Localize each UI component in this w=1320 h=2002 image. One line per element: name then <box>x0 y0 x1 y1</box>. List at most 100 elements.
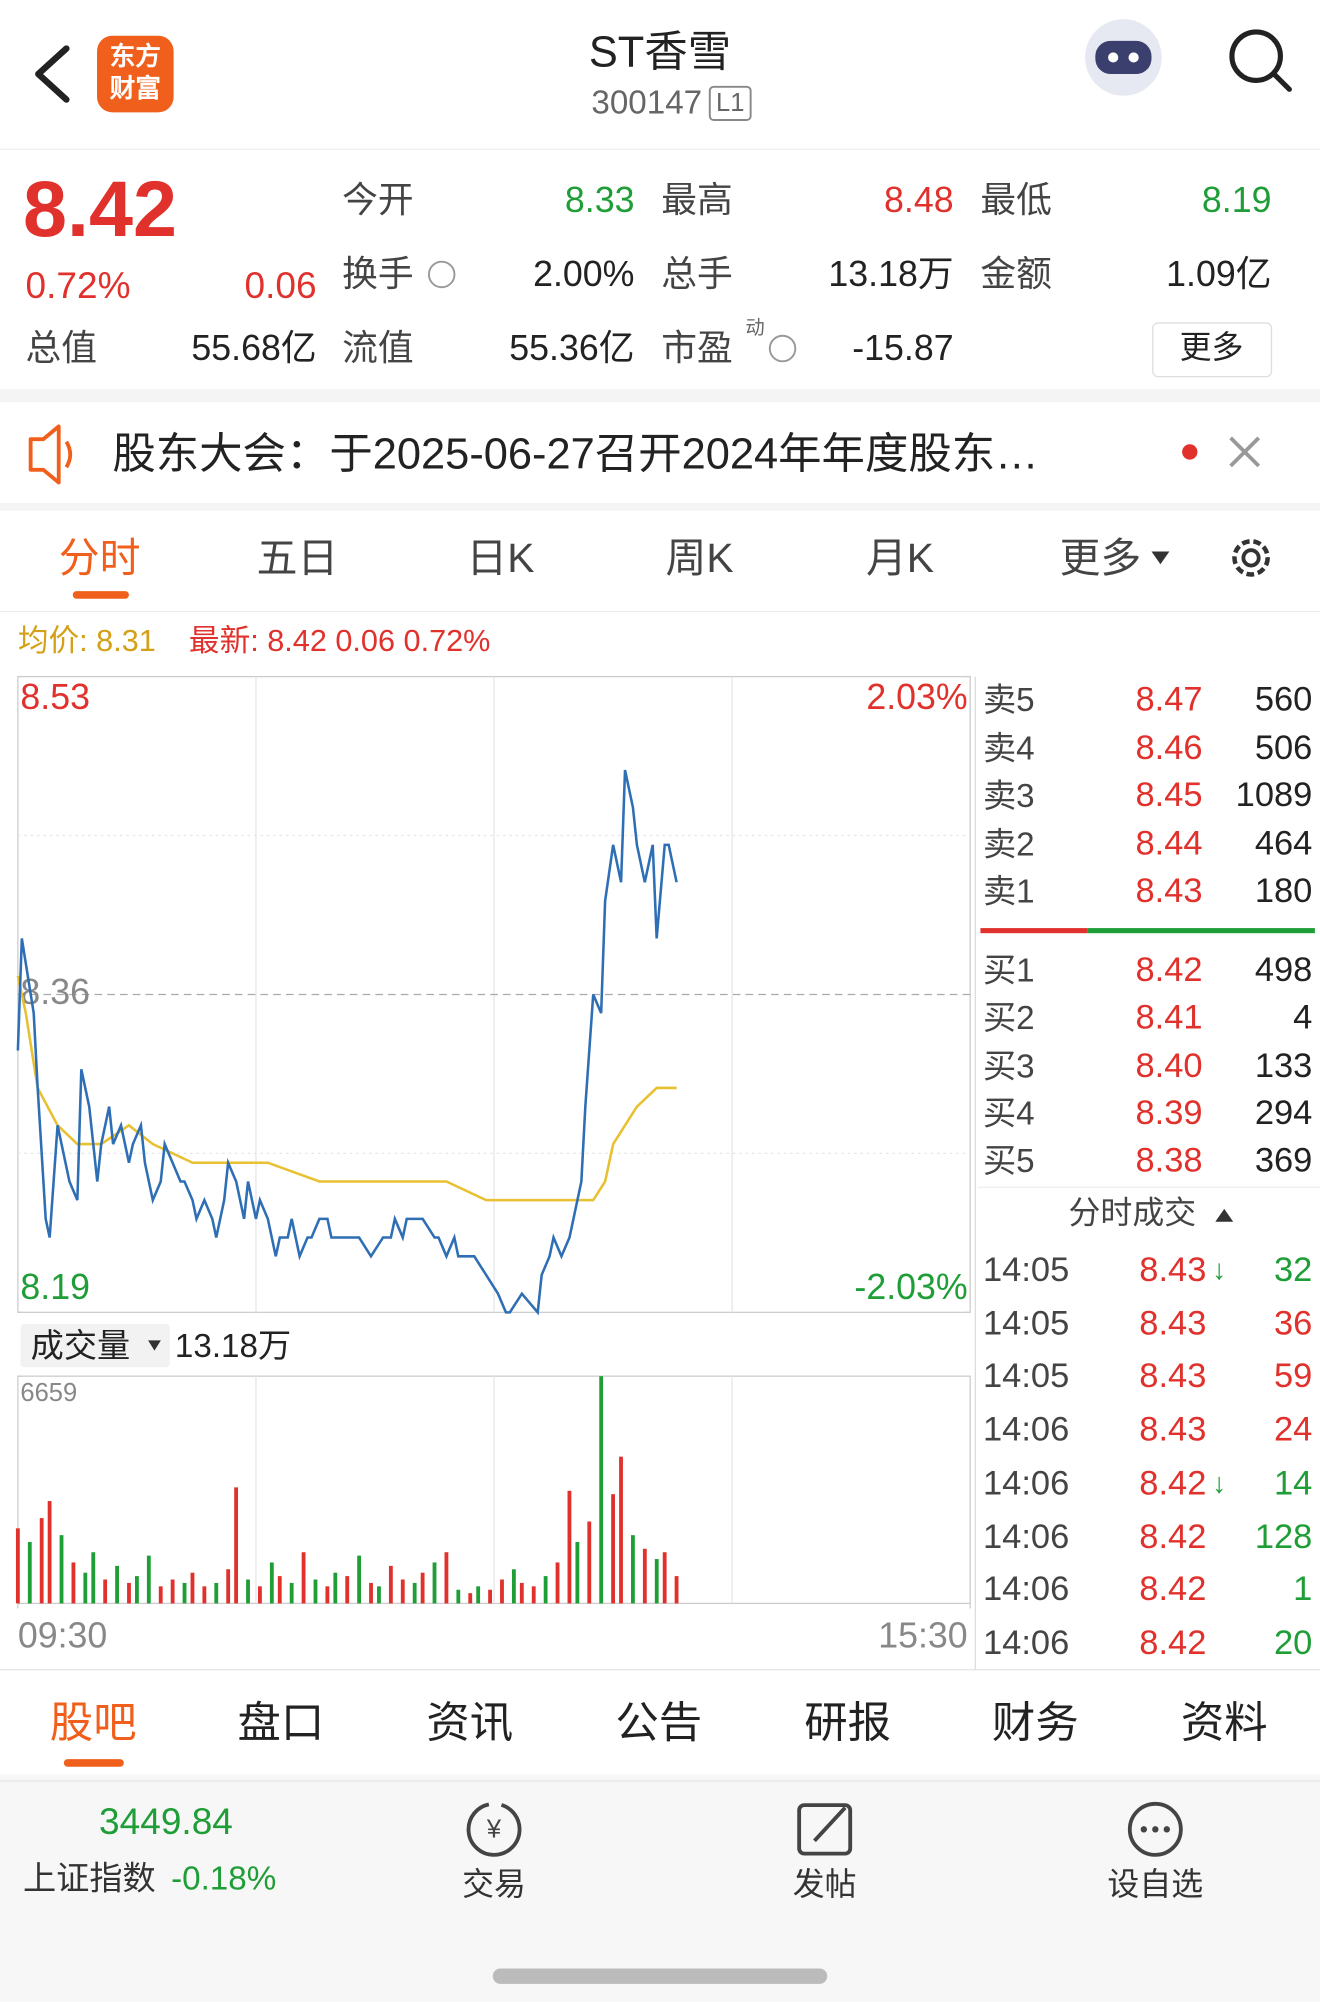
volume-bar <box>202 1586 207 1604</box>
back-icon[interactable] <box>35 45 70 103</box>
change-pct: 0.72% <box>25 266 131 308</box>
volume-selector[interactable] <box>20 1323 170 1368</box>
field-label: 总值 <box>25 328 98 368</box>
field-label: 总手 <box>661 254 733 294</box>
dropdown-arrow <box>1151 551 1170 565</box>
chart-tab[interactable]: 更多 <box>1059 534 1142 581</box>
field-value: 2.00% <box>533 254 635 294</box>
close-icon[interactable] <box>1229 436 1261 468</box>
footer-action[interactable]: 设自选 <box>1107 1867 1204 1903</box>
bottom-tab[interactable]: 财务 <box>991 1699 1079 1748</box>
chart-tab[interactable]: 日K <box>466 534 535 581</box>
trade-volume: 32 <box>1273 1250 1313 1289</box>
field-value: 8.19 <box>1201 180 1272 220</box>
volume-total: 13.18万 <box>174 1326 292 1365</box>
volume-bar <box>158 1586 163 1604</box>
bottom-tab[interactable]: 资料 <box>1180 1699 1268 1748</box>
book-split <box>1087 928 1315 934</box>
footer-action[interactable]: 发帖 <box>792 1867 857 1903</box>
field-value: 55.68亿 <box>191 328 317 368</box>
trade-time: 14:06 <box>982 1410 1070 1449</box>
book-price: 8.38 <box>1135 1140 1203 1180</box>
more-button[interactable] <box>1152 322 1273 378</box>
volume-bar <box>333 1572 338 1604</box>
volume-bar <box>83 1572 88 1604</box>
logo <box>97 35 174 113</box>
volume-bar <box>15 1528 20 1604</box>
bottom-tab[interactable]: 盘口 <box>237 1699 325 1748</box>
book-volume: 180 <box>1254 871 1313 910</box>
book-price: 8.45 <box>1135 775 1203 814</box>
watchlist-icon <box>1140 1826 1148 1833</box>
volume-bar <box>190 1572 195 1604</box>
collapse-arrow[interactable] <box>1215 1208 1234 1222</box>
footer-bg <box>0 1774 1320 2002</box>
watchlist-icon[interactable] <box>1127 1801 1183 1857</box>
volume-bar <box>325 1586 330 1604</box>
x-tick-label: 09:30 <box>18 1615 107 1655</box>
book-label: 卖2 <box>982 824 1035 863</box>
volume-bar <box>654 1559 659 1604</box>
volume-bar <box>555 1562 560 1604</box>
chart-tab[interactable]: 分时 <box>58 534 141 581</box>
book-volume: 464 <box>1254 823 1313 862</box>
volume-bar <box>277 1576 282 1604</box>
volume-title[interactable]: 成交量 <box>30 1326 131 1365</box>
volume-bar <box>103 1579 108 1604</box>
trade-icon: ¥ <box>486 1815 502 1843</box>
trades-title[interactable]: 分时成交 <box>1068 1195 1197 1232</box>
bottom-tab[interactable]: 公告 <box>615 1699 703 1748</box>
level-box <box>708 85 752 121</box>
volume-bar <box>59 1535 64 1604</box>
volume-bar <box>369 1582 373 1604</box>
bottom-tab[interactable]: 资讯 <box>426 1699 514 1748</box>
watchlist-icon <box>1152 1826 1159 1833</box>
speaker-icon <box>28 424 61 485</box>
search-icon[interactable] <box>1229 29 1283 83</box>
stock-code: 300147 <box>591 82 703 122</box>
index-value[interactable]: 3449.84 <box>99 1801 233 1843</box>
volume-bar <box>135 1576 139 1604</box>
book-label: 卖5 <box>982 680 1035 719</box>
index-name[interactable]: 上证指数 <box>22 1858 156 1898</box>
book-label: 卖1 <box>982 871 1035 911</box>
notice-text[interactable]: 股东大会：于2025-06-27召开2024年年度股东… <box>112 430 1039 479</box>
volume-bar <box>412 1582 417 1604</box>
field-label: 最高 <box>661 180 733 220</box>
trade-arrow: ↓ <box>1212 1253 1227 1286</box>
trade-time: 14:06 <box>982 1463 1070 1502</box>
robot-eye <box>1128 52 1139 63</box>
trade-icon[interactable] <box>466 1801 522 1857</box>
unread-dot <box>1182 444 1198 460</box>
book-label: 买4 <box>982 1093 1035 1133</box>
last-price: 8.42 <box>22 165 178 255</box>
trade-time: 14:06 <box>982 1569 1070 1609</box>
price-line <box>16 769 678 1316</box>
book-price: 8.47 <box>1135 679 1203 719</box>
field-value: 8.48 <box>884 180 954 220</box>
field-value: 55.36亿 <box>509 328 635 368</box>
chart-tab[interactable]: 月K <box>865 534 935 581</box>
volume-bar <box>388 1565 393 1604</box>
footer-action[interactable]: 交易 <box>462 1867 526 1903</box>
robot-eye <box>1108 52 1119 63</box>
index-change[interactable]: -0.18% <box>171 1858 277 1898</box>
volume-bar <box>214 1582 219 1604</box>
settings-icon[interactable] <box>1232 539 1270 577</box>
volume-bar <box>476 1586 481 1604</box>
post-icon[interactable] <box>797 1803 853 1856</box>
trade-volume: 36 <box>1273 1303 1313 1342</box>
chart-tab[interactable]: 五日 <box>256 534 339 581</box>
bottom-tab[interactable]: 研报 <box>804 1699 892 1748</box>
more-button-label[interactable]: 更多 <box>1179 330 1244 366</box>
info-icon[interactable] <box>427 260 456 289</box>
book-label: 卖3 <box>982 776 1035 815</box>
info-icon[interactable] <box>768 334 797 363</box>
book-volume: 4 <box>1293 998 1313 1037</box>
trade-volume: 24 <box>1273 1410 1313 1449</box>
bottom-tab[interactable]: 股吧 <box>49 1699 137 1748</box>
chart-tab[interactable]: 周K <box>665 534 734 581</box>
trade-price: 8.43 <box>1139 1250 1207 1289</box>
